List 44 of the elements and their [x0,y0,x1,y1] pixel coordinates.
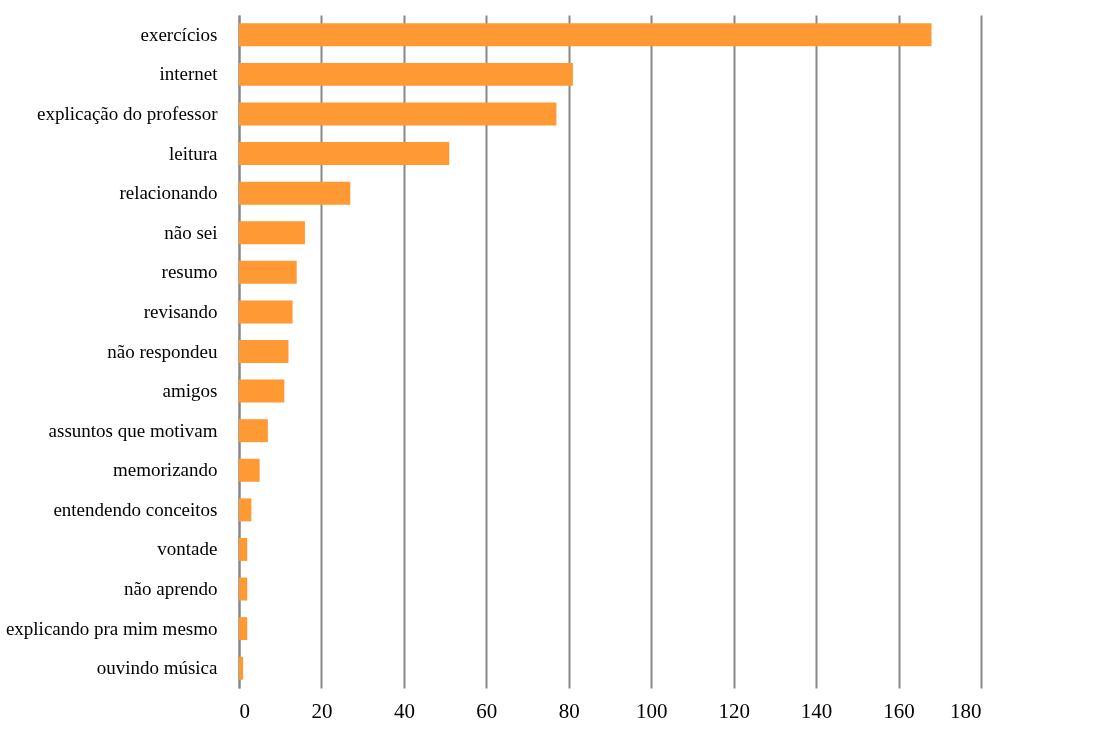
x-tick-label: 20 [311,698,333,723]
y-tick-label: relacionando [119,182,218,204]
bar [239,379,285,403]
bar [239,142,450,166]
y-tick-label: resumo [161,261,218,283]
bar [239,181,351,205]
bar [239,577,248,601]
bar [239,23,932,47]
y-tick-label: explicando pra mim mesmo [5,617,218,639]
y-tick-label: assuntos que motivam [48,419,218,441]
x-tick-label: 40 [393,698,415,723]
x-tick-label: 0 [239,698,250,723]
bar [239,102,557,126]
bar [239,458,260,482]
x-tick-label: 160 [883,698,915,723]
x-tick-label: 120 [718,698,750,723]
bar [239,260,297,284]
y-tick-label: internet [159,63,219,85]
bar [239,340,289,363]
bar [239,419,268,443]
y-tick-label: explicação do professor [37,102,219,124]
bar [239,656,244,680]
y-tick-label: não aprendo [124,578,218,600]
x-tick-label: 80 [558,698,580,723]
y-tick-label: exercícios [140,23,218,45]
y-tick-label: ouvindo música [96,657,219,679]
bar [239,537,248,561]
bar [239,300,293,324]
bar [239,617,248,641]
y-tick-label: não sei [164,221,218,243]
y-tick-label: vontade [157,538,218,560]
y-tick-label: memorizando [113,459,218,481]
bar [239,62,573,86]
x-tick-label: 100 [635,698,668,723]
x-tick-label: 180 [950,698,982,723]
x-tick-label: 60 [476,698,498,723]
bar [239,221,305,245]
x-tick-label: 140 [800,698,833,723]
y-tick-label: leitura [168,142,219,164]
y-tick-label: revisando [143,300,218,322]
bar [239,498,252,522]
y-tick-label: entendendo conceitos [53,498,218,520]
y-tick-label: não respondeu [107,340,218,362]
y-tick-label: amigos [162,380,218,402]
